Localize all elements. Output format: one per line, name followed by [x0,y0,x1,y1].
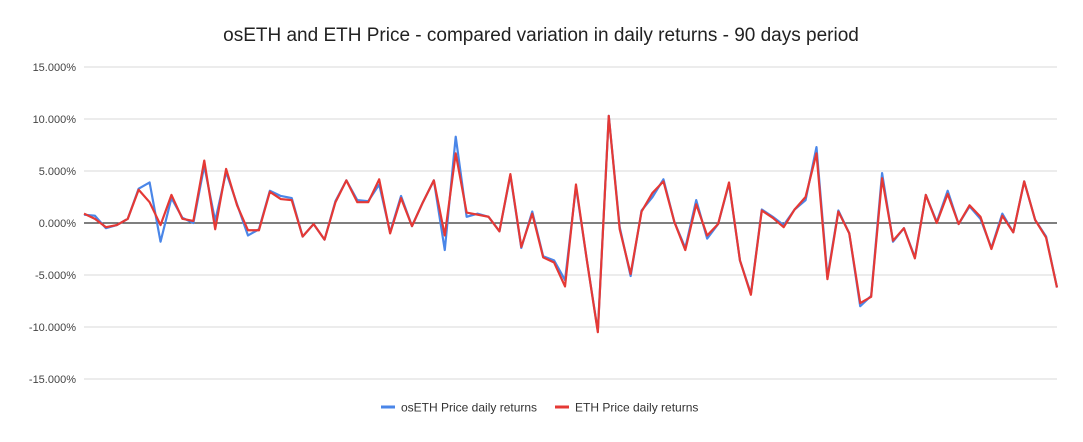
y-tick-label: 10.000% [33,114,77,126]
legend: osETH Price daily returns ETH Price dail… [381,401,698,415]
y-axis-tick-labels: 15.000% 10.000% 5.000% 0.000% -5.000% -10.000… [29,62,76,386]
y-tick-label: 15.000% [33,62,77,74]
series-lines [83,114,1059,334]
chart-title: osETH and ETH Price - compared variation… [223,25,859,46]
gridlines [84,66,1057,380]
series-line-eth [83,114,1059,334]
y-tick-label: -15.000% [29,374,76,386]
y-tick-label: -10.000% [29,322,76,334]
legend-label-oseth: osETH Price daily returns [401,401,537,415]
y-tick-label: 5.000% [39,166,77,178]
y-tick-label: 0.000% [39,218,77,230]
legend-label-eth: ETH Price daily returns [575,401,698,415]
y-tick-label: -5.000% [35,270,76,282]
